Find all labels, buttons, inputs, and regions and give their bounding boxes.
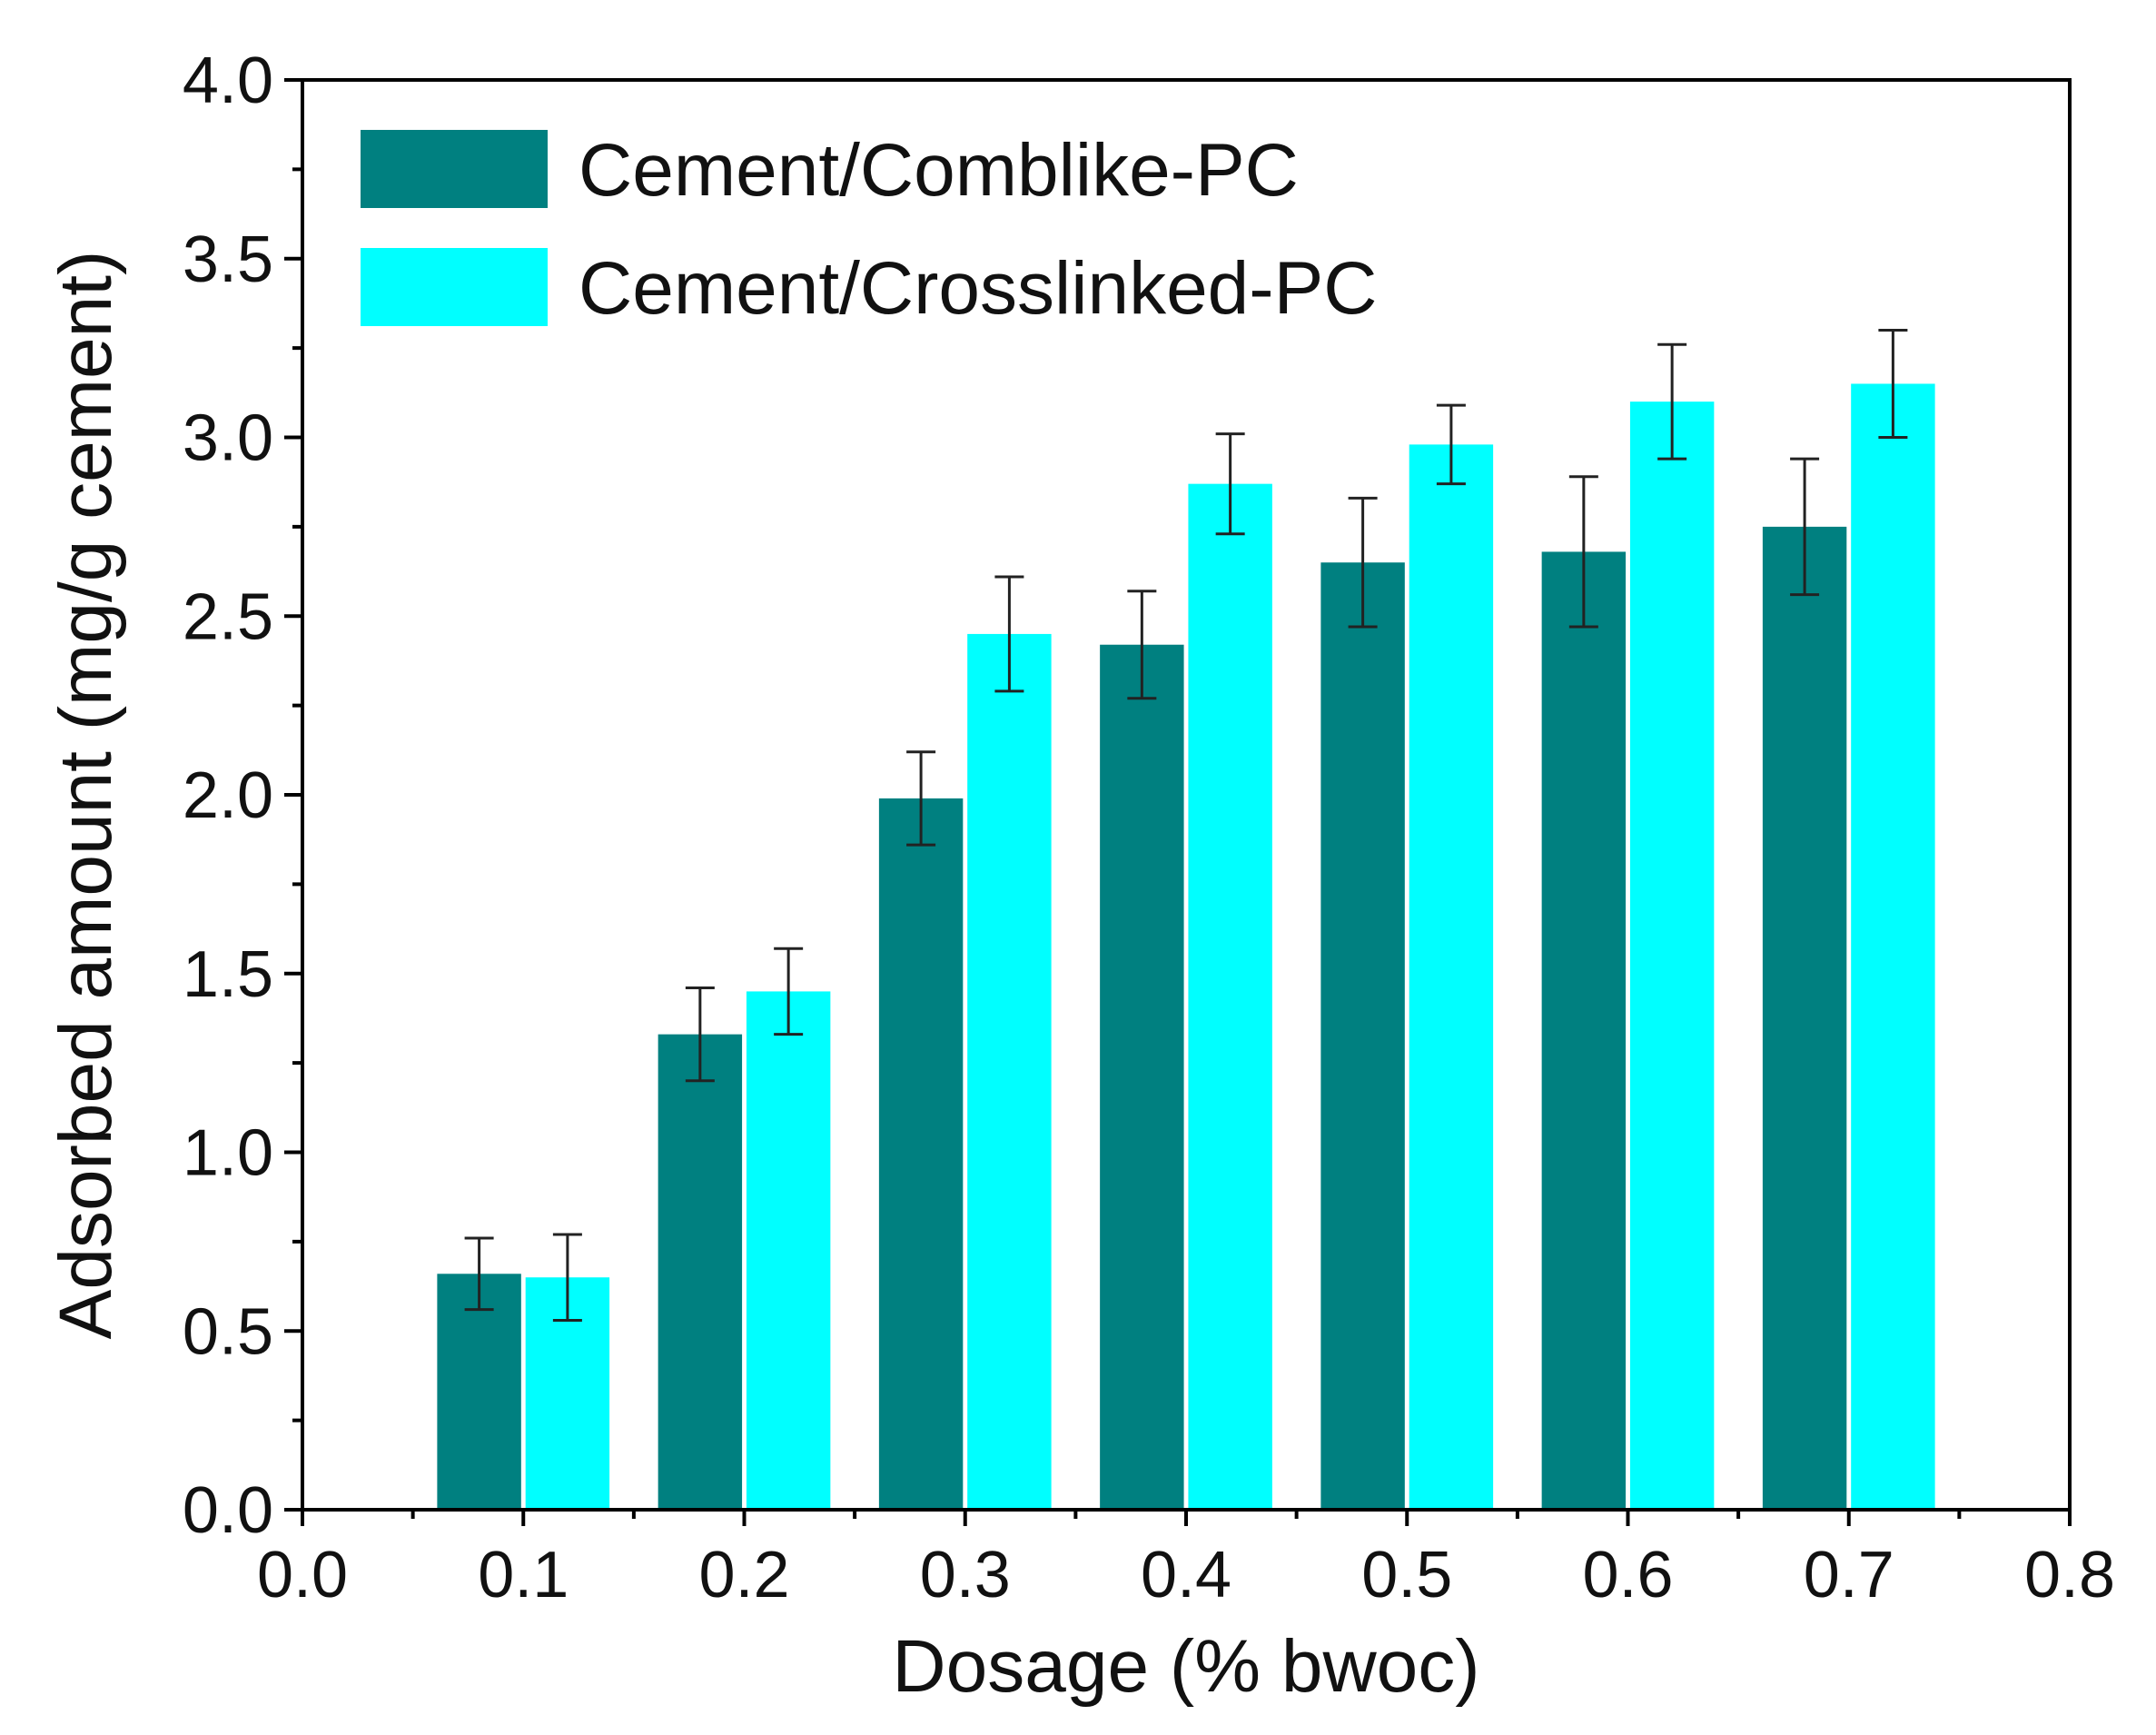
y-tick-label: 1.0	[183, 1117, 273, 1190]
error-bar-s0-x6	[1790, 457, 1820, 597]
bar-s1-x6	[1851, 383, 1935, 1511]
y-tick-label: 0.0	[183, 1474, 273, 1547]
y-tick-label: 3.0	[183, 402, 273, 475]
x-tick-label: 0.0	[257, 1539, 348, 1611]
y-tick-label: 1.5	[183, 938, 273, 1011]
bar-s0-x5	[1541, 551, 1627, 1511]
error-bar-s0-x4	[1348, 496, 1378, 629]
error-bar-s1-x6	[1878, 328, 1908, 439]
y-tick-label: 2.0	[183, 759, 273, 832]
bars-layer	[437, 383, 1935, 1511]
bar-s0-x2	[878, 798, 964, 1510]
error-bar-s0-x2	[906, 750, 936, 847]
y-tick-label: 3.5	[183, 223, 273, 296]
y-tick-label: 4.0	[183, 45, 273, 117]
x-tick-label: 0.7	[1804, 1539, 1894, 1611]
error-bar-s1-x1	[774, 947, 804, 1036]
y-tick-label: 0.5	[183, 1295, 273, 1368]
legend-label-comblike: Cement/Comblike-PC	[579, 129, 1299, 212]
axis-ticks-layer	[284, 78, 2072, 1526]
bar-s1-x1	[746, 991, 831, 1510]
error-bar-s0-x0	[464, 1236, 494, 1312]
bar-s0-x1	[658, 1034, 743, 1510]
bar-s0-x6	[1762, 526, 1847, 1510]
legend-label-crosslinked: Cement/Crosslinked-PC	[579, 247, 1378, 330]
error-bar-s1-x2	[994, 575, 1024, 693]
y-tick-label: 2.5	[183, 580, 273, 653]
x-axis-title: Dosage (% bwoc)	[892, 1625, 1479, 1708]
y-tick-labels: 0.0 0.5 1.0 1.5 2.0 2.5 3.0 3.5 4.0	[183, 45, 273, 1547]
bar-s1-x3	[1188, 483, 1272, 1510]
error-bar-s1-x0	[552, 1233, 582, 1322]
x-tick-label: 0.5	[1361, 1539, 1452, 1611]
x-tick-label: 0.2	[698, 1539, 789, 1611]
legend-swatch-comblike	[361, 130, 548, 208]
x-tick-label: 0.4	[1141, 1539, 1231, 1611]
bar-s0-x4	[1320, 562, 1405, 1510]
bar-s0-x0	[437, 1274, 521, 1510]
bar-s1-x2	[967, 633, 1052, 1510]
legend-swatch-crosslinked	[361, 248, 548, 326]
error-bar-s1-x3	[1215, 432, 1245, 536]
x-tick-label: 0.6	[1582, 1539, 1673, 1611]
y-axis-title: Adsorbed amount (mg/g cement)	[45, 251, 127, 1340]
bar-s1-x4	[1409, 444, 1494, 1510]
x-tick-label: 0.1	[478, 1539, 569, 1611]
bar-s0-x3	[1100, 644, 1184, 1510]
error-bars-layer	[464, 328, 1908, 1322]
x-tick-label: 0.3	[920, 1539, 1011, 1611]
error-bar-s0-x3	[1127, 590, 1157, 700]
error-bar-s1-x5	[1657, 342, 1687, 461]
error-bar-s1-x4	[1436, 403, 1466, 486]
legend: Cement/Comblike-PC Cement/Crosslinked-PC	[361, 129, 1378, 330]
bar-s1-x5	[1629, 402, 1715, 1510]
error-bar-s0-x5	[1568, 475, 1598, 629]
x-tick-label: 0.8	[2024, 1539, 2115, 1611]
error-bar-s0-x1	[685, 986, 715, 1083]
x-tick-labels: 0.0 0.1 0.2 0.3 0.4 0.5 0.6 0.7 0.8	[257, 1539, 2115, 1611]
